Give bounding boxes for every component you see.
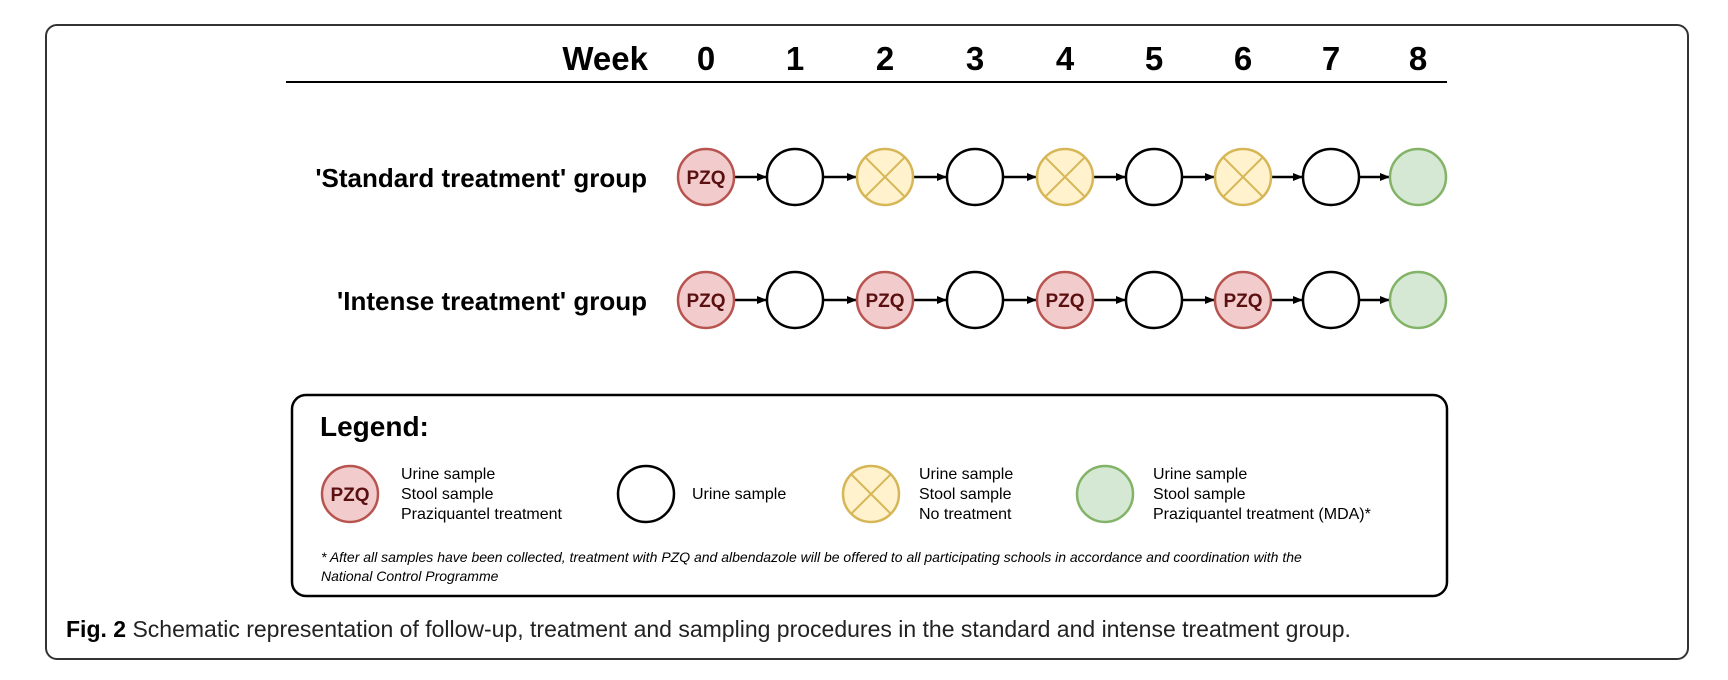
pzq-circle <box>320 464 380 524</box>
week-5-urine-node <box>1124 270 1184 330</box>
week-1-urine-node <box>765 270 825 330</box>
legend-mda-text: Praziquantel treatment (MDA)* <box>1153 506 1371 523</box>
legend-pzq-text: Urine sample <box>401 466 495 483</box>
pzq-node-label: PZQ <box>686 168 725 189</box>
week-3-urine-node <box>945 147 1005 207</box>
figure-caption: Fig. 2 Schematic representation of follo… <box>66 616 1351 643</box>
pzq-circle <box>855 270 915 330</box>
pzq-node-label: PZQ <box>1045 291 1084 312</box>
week-3-urine-node <box>945 270 1005 330</box>
urine-circle <box>765 147 825 207</box>
legend-no-treatment-text: No treatment <box>919 506 1012 523</box>
legend-footnote-line-1: * After all samples have been collected,… <box>321 549 1302 565</box>
week-number-3: 3 <box>966 40 984 77</box>
week-6-pzq-node: PZQ <box>1213 270 1273 330</box>
caption-label: Fig. 2 <box>66 616 127 642</box>
pzq-circle <box>676 270 736 330</box>
week-7-urine-node <box>1301 147 1361 207</box>
cross-line <box>850 473 892 515</box>
week-8-mda-node <box>1388 270 1448 330</box>
urine-circle <box>1301 147 1361 207</box>
legend-title: Legend: <box>320 411 429 442</box>
caption-text: Schematic representation of follow-up, t… <box>126 616 1351 642</box>
week-4-no-treatment-node <box>1035 147 1095 207</box>
pzq-node-label: PZQ <box>686 291 725 312</box>
urine-circle <box>945 147 1005 207</box>
legend-mda-text: Urine sample <box>1153 466 1247 483</box>
mda-circle <box>1075 464 1135 524</box>
week-number-4: 4 <box>1056 40 1075 77</box>
pzq-circle <box>1213 270 1273 330</box>
pzq-node-label: PZQ <box>330 485 369 506</box>
intense-group-timeline: PZQ PZQ PZQ PZQ <box>676 270 1448 330</box>
legend-no-treatment-text: Urine sample <box>919 466 1013 483</box>
week-number-8: 8 <box>1409 40 1427 77</box>
week-number-5: 5 <box>1145 40 1163 77</box>
urine-circle <box>1124 270 1184 330</box>
week-number-0: 0 <box>697 40 715 77</box>
week-header-label: Week <box>562 40 648 77</box>
week-number-1: 1 <box>786 40 804 77</box>
pzq-circle <box>676 147 736 207</box>
week-number-2: 2 <box>876 40 894 77</box>
urine-circle <box>945 270 1005 330</box>
week-4-pzq-node: PZQ <box>1035 270 1095 330</box>
week-2-no-treatment-node <box>855 147 915 207</box>
mda-circle <box>1388 270 1448 330</box>
week-5-urine-node <box>1124 147 1184 207</box>
week-0-pzq-node: PZQ <box>676 270 736 330</box>
pzq-node-label: PZQ <box>865 291 904 312</box>
figure-frame <box>45 24 1689 660</box>
legend-pzq-symbol: PZQ <box>320 464 380 524</box>
urine-circle <box>1301 270 1361 330</box>
legend-no-treatment-symbol <box>841 464 901 524</box>
week-number-7: 7 <box>1322 40 1340 77</box>
legend-pzq-text: Praziquantel treatment <box>401 506 563 523</box>
legend-urine-text: Urine sample <box>692 486 786 503</box>
legend-pzq-text: Stool sample <box>401 486 494 503</box>
legend-mda-symbol <box>1075 464 1135 524</box>
week-number-6: 6 <box>1234 40 1252 77</box>
urine-circle <box>765 270 825 330</box>
week-numbers: 0 1 2 3 4 5 6 7 8 <box>697 40 1427 77</box>
week-6-no-treatment-node <box>1213 147 1273 207</box>
legend-box <box>290 393 1449 598</box>
legend-footnote-line-2: National Control Programme <box>321 568 499 584</box>
mda-circle <box>1388 147 1448 207</box>
week-2-pzq-node: PZQ <box>855 270 915 330</box>
week-8-mda-node <box>1388 147 1448 207</box>
urine-circle <box>616 464 676 524</box>
standard-group-timeline: PZQ <box>676 147 1448 207</box>
cross-line <box>1044 156 1086 198</box>
week-0-pzq-node: PZQ <box>676 147 736 207</box>
pzq-circle <box>1035 270 1095 330</box>
cross-line <box>1222 156 1264 198</box>
urine-circle <box>1124 147 1184 207</box>
week-1-urine-node <box>765 147 825 207</box>
pzq-node-label: PZQ <box>1223 291 1262 312</box>
week-7-urine-node <box>1301 270 1361 330</box>
legend-no-treatment-text: Stool sample <box>919 486 1012 503</box>
intense-group-label: 'Intense treatment' group <box>337 286 647 316</box>
legend-mda-text: Stool sample <box>1153 486 1246 503</box>
cross-line <box>864 156 906 198</box>
standard-group-label: 'Standard treatment' group <box>315 163 647 193</box>
legend-urine-symbol <box>616 464 676 524</box>
legend-items: PZQ Urine sample Stool sample Praziquantel … <box>320 464 1371 524</box>
